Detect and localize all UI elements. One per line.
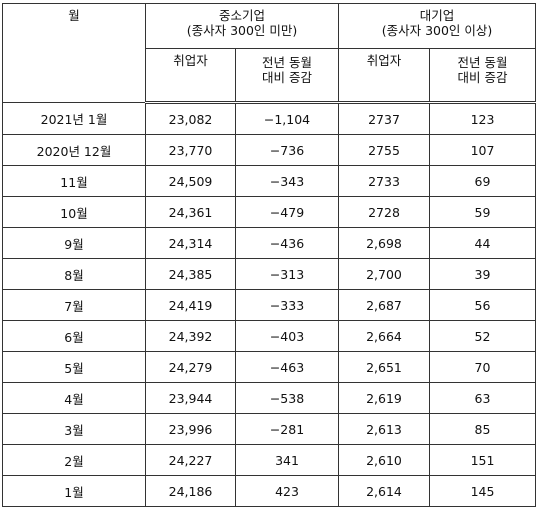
large-employed-cell: 2,613 (338, 413, 430, 445)
sme-employed-cell: 23,996 (145, 413, 236, 445)
sme-yoy-header: 전년 동월 대비 증감 (235, 48, 339, 104)
month-header-label: 월 (68, 8, 80, 23)
sme-employed-cell: 24,186 (145, 475, 236, 507)
month-cell: 11월 (2, 165, 146, 197)
table-row: 7월 24,419 −333 2,687 56 (2, 289, 536, 321)
large-employed-cell: 2733 (338, 165, 430, 197)
large-employed-cell: 2737 (338, 102, 430, 135)
sme-yoy-cell: −1,104 (235, 102, 339, 135)
month-cell: 4월 (2, 382, 146, 414)
large-yoy-label-line2: 대비 증감 (457, 70, 508, 85)
sme-employed-cell: 24,361 (145, 196, 236, 228)
large-header-subtitle: (종사자 300인 이상) (381, 23, 493, 38)
large-employed-header: 취업자 (338, 48, 430, 104)
table-body: 2021년 1월 23,082 −1,104 2737 123 2020년 12… (2, 102, 536, 507)
large-yoy-cell: 70 (429, 351, 536, 383)
sme-header: 중소기업 (종사자 300인 미만) (145, 3, 339, 49)
month-cell: 5월 (2, 351, 146, 383)
sme-employed-cell: 24,314 (145, 227, 236, 259)
sme-yoy-cell: −479 (235, 196, 339, 228)
large-yoy-cell: 44 (429, 227, 536, 259)
sme-employed-cell: 24,227 (145, 444, 236, 476)
large-yoy-cell: 123 (429, 102, 536, 135)
sme-employed-label: 취업자 (173, 53, 208, 68)
sme-employed-cell: 23,944 (145, 382, 236, 414)
month-cell: 7월 (2, 289, 146, 321)
large-employed-cell: 2,619 (338, 382, 430, 414)
sme-yoy-cell: 423 (235, 475, 339, 507)
large-yoy-cell: 39 (429, 258, 536, 290)
sme-yoy-label-line2: 대비 증감 (262, 70, 312, 85)
month-cell: 2월 (2, 444, 146, 476)
large-yoy-cell: 59 (429, 196, 536, 228)
sme-employed-cell: 24,419 (145, 289, 236, 321)
sme-employed-cell: 24,509 (145, 165, 236, 197)
table-row: 10월 24,361 −479 2728 59 (2, 196, 536, 228)
large-employed-cell: 2728 (338, 196, 430, 228)
large-yoy-cell: 69 (429, 165, 536, 197)
sme-yoy-cell: 341 (235, 444, 339, 476)
sme-yoy-cell: −436 (235, 227, 339, 259)
sme-yoy-cell: −463 (235, 351, 339, 383)
table-row: 2020년 12월 23,770 −736 2755 107 (2, 134, 536, 166)
large-employed-cell: 2755 (338, 134, 430, 166)
sme-yoy-cell: −538 (235, 382, 339, 414)
month-header: 월 (2, 3, 146, 103)
large-employed-cell: 2,614 (338, 475, 430, 507)
large-employed-cell: 2,698 (338, 227, 430, 259)
table-row: 1월 24,186 423 2,614 145 (2, 475, 536, 507)
large-yoy-label-line1: 전년 동월 (457, 55, 508, 70)
large-yoy-cell: 151 (429, 444, 536, 476)
large-yoy-cell: 63 (429, 382, 536, 414)
sme-employed-cell: 24,279 (145, 351, 236, 383)
month-cell: 6월 (2, 320, 146, 352)
table-row: 9월 24,314 −436 2,698 44 (2, 227, 536, 259)
sme-employed-cell: 24,392 (145, 320, 236, 352)
large-yoy-header: 전년 동월 대비 증감 (429, 48, 536, 104)
table-header: 월 중소기업 (종사자 300인 미만) 대기업 (종사자 300인 이상) 취… (2, 3, 536, 104)
large-yoy-cell: 107 (429, 134, 536, 166)
large-employed-cell: 2,700 (338, 258, 430, 290)
sme-yoy-cell: −343 (235, 165, 339, 197)
table-row: 8월 24,385 −313 2,700 39 (2, 258, 536, 290)
large-header-title: 대기업 (419, 8, 455, 23)
month-cell: 3월 (2, 413, 146, 445)
month-cell: 2020년 12월 (2, 134, 146, 166)
large-yoy-cell: 145 (429, 475, 536, 507)
sme-header-subtitle: (종사자 300인 미만) (186, 23, 298, 38)
sme-yoy-cell: −736 (235, 134, 339, 166)
sme-employed-cell: 23,082 (145, 102, 236, 135)
sme-yoy-cell: −403 (235, 320, 339, 352)
sme-employed-cell: 23,770 (145, 134, 236, 166)
month-cell: 2021년 1월 (2, 102, 146, 135)
large-employed-cell: 2,664 (338, 320, 430, 352)
sme-yoy-label-line1: 전년 동월 (262, 55, 312, 70)
table-row: 3월 23,996 −281 2,613 85 (2, 413, 536, 445)
table-row: 2021년 1월 23,082 −1,104 2737 123 (2, 102, 536, 135)
sme-employed-cell: 24,385 (145, 258, 236, 290)
month-cell: 10월 (2, 196, 146, 228)
large-employed-label: 취업자 (366, 53, 402, 68)
sme-yoy-cell: −313 (235, 258, 339, 290)
large-header: 대기업 (종사자 300인 이상) (338, 3, 536, 49)
employment-table: 월 중소기업 (종사자 300인 미만) 대기업 (종사자 300인 이상) 취… (2, 3, 536, 507)
table-row: 5월 24,279 −463 2,651 70 (2, 351, 536, 383)
month-cell: 8월 (2, 258, 146, 290)
sme-yoy-cell: −281 (235, 413, 339, 445)
large-yoy-cell: 85 (429, 413, 536, 445)
table-row: 4월 23,944 −538 2,619 63 (2, 382, 536, 414)
sme-header-title: 중소기업 (218, 8, 265, 23)
large-yoy-cell: 56 (429, 289, 536, 321)
table-row: 6월 24,392 −403 2,664 52 (2, 320, 536, 352)
month-cell: 1월 (2, 475, 146, 507)
large-employed-cell: 2,687 (338, 289, 430, 321)
table-row: 11월 24,509 −343 2733 69 (2, 165, 536, 197)
month-cell: 9월 (2, 227, 146, 259)
sme-yoy-cell: −333 (235, 289, 339, 321)
sme-employed-header: 취업자 (145, 48, 236, 104)
table-row: 2월 24,227 341 2,610 151 (2, 444, 536, 476)
large-employed-cell: 2,610 (338, 444, 430, 476)
large-yoy-cell: 52 (429, 320, 536, 352)
large-employed-cell: 2,651 (338, 351, 430, 383)
